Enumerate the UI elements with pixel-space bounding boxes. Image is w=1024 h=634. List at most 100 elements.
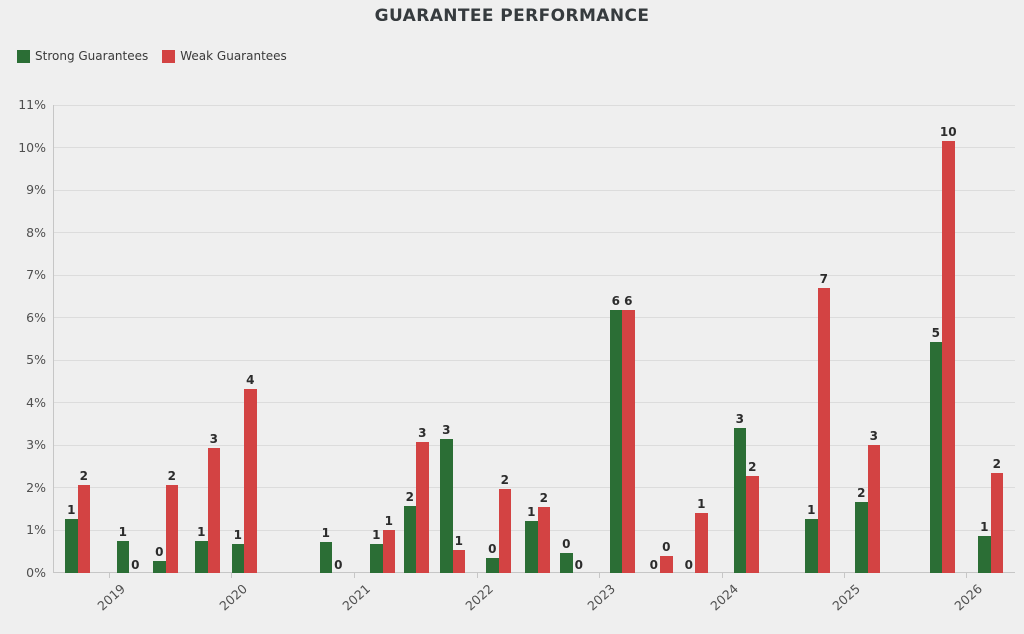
- x-axis-baseline: [53, 572, 1015, 573]
- gridline: [53, 189, 1015, 191]
- bar-value-label: 2: [500, 472, 509, 487]
- bar-strong-guarantees[interactable]: [609, 309, 622, 573]
- y-axis-tick-label: 6%: [26, 309, 46, 325]
- bar-value-label: 0: [562, 536, 571, 551]
- plot-area: 2019 2020 2021 2022 2023 2024 2025 2026 1 2 1 0 0 2 1 3…: [53, 104, 1015, 613]
- bar-strong-guarantees[interactable]: [319, 541, 332, 573]
- bar-value-label: 6: [611, 293, 620, 308]
- x-tick-mark: [721, 572, 723, 578]
- bar-value-label: 1: [197, 524, 206, 539]
- bar-strong-guarantees[interactable]: [231, 543, 244, 573]
- bar-value-label: 3: [418, 425, 427, 440]
- bar-value-label: 1: [67, 502, 76, 517]
- bar-value-label: 1: [454, 533, 463, 548]
- bar-value-label: 1: [697, 497, 706, 511]
- bar-weak-guarantees[interactable]: [382, 530, 395, 573]
- bar-value-label: 4: [246, 372, 255, 387]
- legend-item-strong-guarantees[interactable]: Strong Guarantees: [17, 49, 148, 63]
- x-tick-mark: [230, 572, 232, 578]
- bar-weak-guarantees[interactable]: [746, 475, 759, 573]
- bar-value-label: 1: [118, 524, 127, 539]
- legend-label-weak: Weak Guarantees: [180, 49, 287, 63]
- x-tick-mark: [843, 572, 845, 578]
- bar-strong-guarantees[interactable]: [929, 341, 942, 573]
- y-axis-tick-label: 9%: [26, 182, 46, 197]
- x-tick-mark: [476, 572, 478, 578]
- y-axis-tick-label: 1%: [26, 522, 46, 537]
- bar-weak-guarantees[interactable]: [537, 507, 550, 573]
- bar-weak-guarantees[interactable]: [165, 484, 178, 573]
- bar-strong-guarantees[interactable]: [116, 540, 129, 573]
- bar-strong-guarantees[interactable]: [525, 520, 538, 573]
- weak-guarantees-swatch-icon: [162, 49, 176, 63]
- x-axis-year-label: 2019: [93, 581, 128, 614]
- bar-weak-guarantees[interactable]: [498, 488, 511, 573]
- bar-strong-guarantees[interactable]: [153, 560, 166, 573]
- x-axis-year-label: 2026: [951, 581, 986, 614]
- bar-weak-guarantees[interactable]: [695, 513, 708, 573]
- bar-weak-guarantees[interactable]: [77, 484, 90, 573]
- x-axis-year-label: 2025: [828, 581, 863, 614]
- bar-value-label: 1: [527, 504, 536, 519]
- gridline: [53, 444, 1015, 446]
- gridline: [53, 274, 1015, 276]
- legend-item-weak-guarantees[interactable]: Weak Guarantees: [162, 49, 287, 63]
- bar-strong-guarantees[interactable]: [855, 501, 868, 573]
- x-tick-mark: [599, 572, 600, 578]
- bar-weak-guarantees[interactable]: [207, 447, 220, 573]
- bar-value-label: 0: [649, 557, 658, 572]
- bar-value-label: 0: [131, 557, 140, 572]
- bar-strong-guarantees[interactable]: [195, 540, 208, 573]
- bar-value-label: 3: [442, 423, 451, 438]
- x-axis-year-label: 2020: [215, 581, 250, 614]
- bar-weak-guarantees[interactable]: [990, 473, 1003, 573]
- bar-strong-guarantees[interactable]: [403, 505, 416, 573]
- bar-value-label: 1: [372, 528, 381, 543]
- gridline: [53, 359, 1015, 361]
- bar-weak-guarantees[interactable]: [416, 441, 429, 573]
- bar-value-label: 3: [209, 431, 218, 446]
- bar-weak-guarantees[interactable]: [942, 141, 955, 573]
- x-axis-year-label: 2024: [706, 581, 741, 614]
- bar-value-label: 6: [624, 293, 633, 308]
- bar-value-label: 0: [574, 557, 583, 572]
- bar-strong-guarantees[interactable]: [978, 535, 991, 573]
- y-axis-tick-label: 3%: [26, 437, 46, 452]
- bar-value-label: 2: [857, 485, 866, 500]
- bar-strong-guarantees[interactable]: [370, 544, 383, 573]
- bar-strong-guarantees[interactable]: [65, 518, 78, 573]
- bar-strong-guarantees[interactable]: [440, 439, 453, 573]
- bar-strong-guarantees[interactable]: [486, 558, 499, 573]
- bar-value-label: 0: [155, 544, 164, 559]
- bar-value-label: 0: [684, 557, 693, 572]
- bar-weak-guarantees[interactable]: [622, 309, 635, 573]
- bar-value-label: 3: [869, 428, 878, 443]
- gridline: [53, 104, 1015, 106]
- bar-value-label: 7: [819, 271, 828, 286]
- gridline: [53, 147, 1015, 148]
- bar-value-label: 2: [748, 459, 757, 474]
- bar-value-label: 1: [384, 514, 393, 529]
- bar-value-label: 0: [334, 557, 343, 572]
- legend: Strong Guarantees Weak Guarantees: [17, 49, 287, 63]
- strong-guarantees-swatch-icon: [17, 49, 30, 63]
- bar-value-label: 2: [539, 491, 548, 506]
- bar-value-label: 3: [735, 411, 744, 426]
- bar-weak-guarantees[interactable]: [452, 549, 465, 573]
- y-axis-tick-label: 5%: [26, 352, 46, 367]
- bar-weak-guarantees[interactable]: [660, 556, 673, 573]
- gridline: [53, 232, 1015, 233]
- bar-value-label: 10: [939, 125, 957, 140]
- x-tick-mark: [108, 572, 110, 578]
- y-axis-spine: [53, 105, 54, 573]
- bar-strong-guarantees[interactable]: [733, 427, 746, 573]
- bar-value-label: 1: [980, 519, 989, 534]
- y-axis-tick-label: 8%: [26, 224, 46, 240]
- bar-weak-guarantees[interactable]: [244, 388, 257, 573]
- bar-weak-guarantees[interactable]: [817, 287, 830, 573]
- y-axis-tick-label: 2%: [26, 479, 46, 495]
- bar-strong-guarantees[interactable]: [805, 518, 818, 573]
- y-axis-tick-label: 7%: [26, 267, 46, 282]
- bar-strong-guarantees[interactable]: [560, 552, 573, 573]
- bar-weak-guarantees[interactable]: [867, 444, 880, 573]
